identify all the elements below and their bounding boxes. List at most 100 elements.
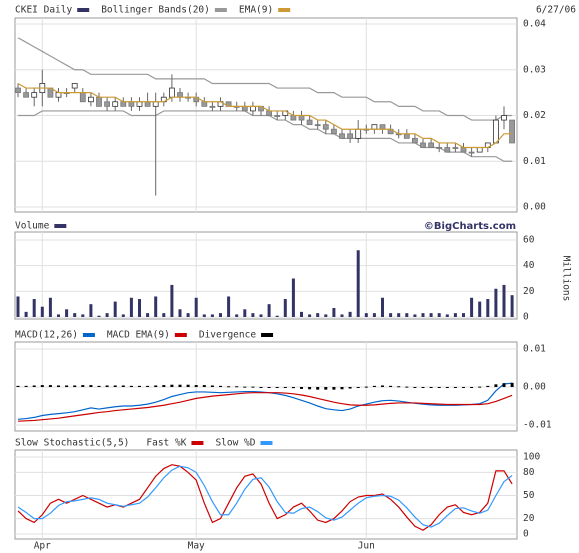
legend-label: Fast %K <box>146 438 186 449</box>
bar <box>16 385 20 387</box>
candle-body <box>322 124 329 130</box>
bar <box>308 387 312 390</box>
candle-body <box>71 83 78 89</box>
bar <box>478 386 482 388</box>
y-tick-label: 40 <box>523 260 535 271</box>
bar <box>202 314 206 317</box>
candle-body <box>88 96 94 103</box>
bar <box>356 387 360 388</box>
candle-body <box>460 147 467 153</box>
y-tick-label: 0.02 <box>523 110 546 121</box>
bar <box>267 387 271 388</box>
bar <box>348 311 352 317</box>
candle-body <box>209 105 216 108</box>
bar <box>243 386 247 388</box>
legend-label: Divergence <box>199 330 256 341</box>
bar <box>421 387 425 388</box>
bar <box>340 387 344 390</box>
bar <box>397 313 401 317</box>
bar <box>291 387 295 389</box>
candle-body <box>120 101 127 107</box>
date-label: 6/27/06 <box>536 5 576 16</box>
candle-body <box>306 119 313 126</box>
bar <box>202 385 206 387</box>
candle-body <box>104 101 110 107</box>
bar <box>170 384 174 387</box>
y-axis-label: Millions <box>561 256 572 302</box>
candle-body <box>168 87 175 98</box>
y-tick-label: -0.01 <box>523 420 552 431</box>
candle-body <box>31 92 38 98</box>
candle-body <box>241 105 248 112</box>
bar <box>121 385 125 387</box>
y-tick-label: 0.01 <box>523 156 546 167</box>
x-tick-label: Apr <box>34 541 51 552</box>
bar <box>210 385 214 387</box>
candle-body <box>339 133 345 139</box>
bar <box>40 306 44 317</box>
bar <box>40 385 44 387</box>
bar <box>275 315 279 317</box>
candle-body <box>266 110 273 116</box>
candle-body <box>476 147 483 153</box>
candle-body <box>79 92 86 103</box>
bar <box>453 387 457 388</box>
bar <box>324 387 328 390</box>
candle-body <box>379 124 386 130</box>
candle-body <box>274 115 281 117</box>
bar <box>97 385 101 387</box>
bar <box>494 288 498 317</box>
bar <box>316 387 320 390</box>
bar <box>105 385 109 387</box>
candle-body <box>201 101 208 107</box>
bar <box>251 386 255 388</box>
bar <box>16 296 20 317</box>
legend-swatch <box>261 333 274 337</box>
bar <box>510 295 514 317</box>
y-tick-label: 0.00 <box>523 382 546 393</box>
candle-body <box>23 92 30 98</box>
bar <box>364 313 368 317</box>
candle-body <box>177 92 183 98</box>
candle-body <box>411 137 418 144</box>
bar <box>113 385 117 387</box>
y-tick-label: 0 <box>523 529 529 540</box>
bar <box>356 250 360 317</box>
bar <box>48 385 52 387</box>
legend-swatch <box>191 441 204 445</box>
legend-swatch <box>54 224 67 228</box>
bar <box>186 313 190 317</box>
candle-body <box>314 124 321 127</box>
bar <box>89 385 93 387</box>
candle-body <box>501 115 507 121</box>
bar <box>48 297 52 317</box>
line <box>17 392 513 422</box>
bar <box>275 387 279 388</box>
bar <box>300 311 303 317</box>
bar <box>73 313 77 317</box>
bar <box>194 385 198 387</box>
bar <box>81 314 85 317</box>
candle-body <box>509 119 516 144</box>
candle-body <box>290 115 297 121</box>
bar <box>235 386 239 388</box>
legend-label: Volume <box>15 221 50 232</box>
bar <box>445 314 449 317</box>
bar <box>413 314 417 317</box>
bar <box>81 385 85 387</box>
bar <box>462 313 465 317</box>
y-tick-label: 60 <box>523 235 535 246</box>
x-tick-label: Jun <box>358 541 375 552</box>
legend-label: EMA(9) <box>239 5 273 16</box>
bar <box>129 297 133 317</box>
bar <box>146 313 150 317</box>
candle-body <box>15 87 21 94</box>
candle-body <box>436 147 443 149</box>
bar <box>146 385 150 387</box>
bar <box>251 313 255 317</box>
bar <box>502 284 506 317</box>
bar <box>348 387 352 389</box>
x-tick-label: May <box>188 541 205 552</box>
bar <box>372 313 376 317</box>
bar <box>316 313 320 317</box>
